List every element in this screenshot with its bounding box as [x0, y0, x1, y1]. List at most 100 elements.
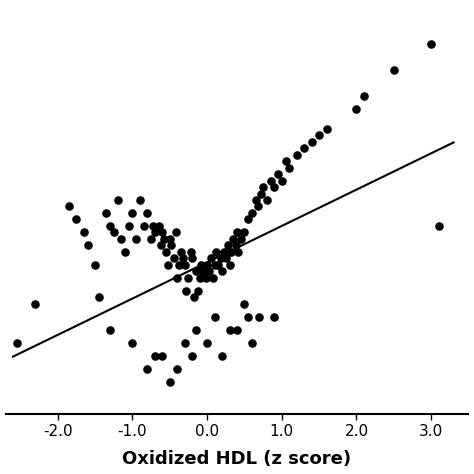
Point: [166, 235, 173, 243]
Point: [235, 248, 242, 255]
Point: [197, 261, 205, 269]
Point: [285, 164, 293, 172]
Point: [224, 242, 232, 249]
Point: [222, 255, 229, 262]
Point: [323, 125, 330, 133]
Point: [217, 255, 224, 262]
Point: [215, 261, 222, 269]
Point: [315, 131, 323, 139]
Point: [293, 151, 301, 158]
Point: [203, 261, 211, 269]
Point: [200, 267, 207, 275]
Point: [255, 313, 263, 320]
Point: [151, 352, 159, 359]
Point: [128, 209, 136, 217]
Point: [181, 339, 189, 346]
Point: [390, 66, 398, 74]
Point: [274, 170, 282, 178]
Point: [164, 261, 172, 269]
Point: [144, 209, 151, 217]
Point: [267, 177, 274, 184]
Point: [106, 222, 114, 230]
Point: [232, 242, 239, 249]
Point: [241, 228, 248, 236]
Point: [248, 209, 256, 217]
Point: [257, 190, 264, 197]
Point: [128, 339, 136, 346]
Point: [233, 228, 241, 236]
Point: [271, 313, 278, 320]
Point: [263, 196, 271, 204]
Point: [91, 261, 99, 269]
Point: [140, 222, 147, 230]
Point: [180, 255, 187, 262]
Point: [102, 209, 110, 217]
Point: [237, 235, 245, 243]
Point: [151, 228, 159, 236]
Point: [245, 216, 252, 223]
Point: [158, 352, 166, 359]
Point: [73, 216, 80, 223]
Point: [194, 287, 202, 294]
Point: [80, 228, 88, 236]
Point: [211, 313, 219, 320]
Point: [226, 261, 233, 269]
Point: [136, 196, 144, 204]
Point: [182, 287, 190, 294]
Point: [188, 255, 196, 262]
Point: [259, 183, 267, 191]
Point: [32, 300, 39, 308]
Point: [271, 183, 278, 191]
Point: [428, 41, 435, 48]
Point: [196, 274, 203, 282]
Point: [84, 242, 91, 249]
Point: [205, 267, 212, 275]
Point: [226, 326, 233, 333]
Point: [229, 235, 237, 243]
Point: [233, 326, 241, 333]
Point: [227, 248, 235, 255]
Point: [202, 274, 210, 282]
Point: [132, 235, 140, 243]
Point: [254, 203, 262, 210]
Point: [95, 293, 103, 301]
Point: [172, 228, 180, 236]
Point: [218, 352, 226, 359]
Point: [210, 274, 217, 282]
Point: [192, 267, 200, 275]
Point: [144, 365, 151, 373]
Point: [175, 261, 182, 269]
Point: [106, 326, 114, 333]
Point: [301, 145, 308, 152]
Point: [114, 196, 121, 204]
Point: [435, 222, 442, 230]
Point: [170, 255, 177, 262]
Point: [125, 222, 133, 230]
X-axis label: Oxidized HDL (z score): Oxidized HDL (z score): [122, 450, 352, 468]
Point: [155, 222, 163, 230]
Point: [218, 267, 226, 275]
Point: [181, 261, 189, 269]
Point: [157, 242, 164, 249]
Point: [241, 300, 248, 308]
Point: [160, 235, 168, 243]
Point: [185, 274, 192, 282]
Point: [173, 365, 181, 373]
Point: [158, 228, 166, 236]
Point: [110, 228, 118, 236]
Point: [118, 235, 125, 243]
Point: [167, 242, 175, 249]
Point: [203, 339, 211, 346]
Point: [207, 255, 215, 262]
Point: [13, 339, 20, 346]
Point: [190, 293, 198, 301]
Point: [353, 106, 360, 113]
Point: [187, 248, 194, 255]
Point: [252, 196, 259, 204]
Point: [162, 248, 170, 255]
Point: [212, 248, 220, 255]
Point: [360, 92, 368, 100]
Point: [192, 326, 200, 333]
Point: [308, 138, 316, 146]
Point: [65, 203, 73, 210]
